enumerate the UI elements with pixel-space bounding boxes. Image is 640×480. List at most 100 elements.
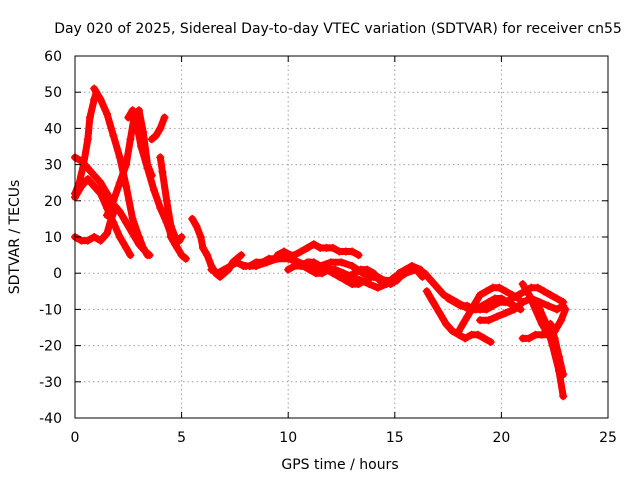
data-point [109,196,118,205]
data-point [309,240,318,249]
data-point [533,283,542,292]
data-point [156,124,165,133]
data-point [77,182,86,191]
data-point [152,131,161,140]
data-point [552,305,561,314]
data-point [220,265,229,274]
data-point [85,113,94,122]
data-point [83,175,92,184]
data-point [305,258,314,267]
data-point [365,280,374,289]
y-axis-title: SDTVAR / TECUs [7,180,23,295]
data-point [463,312,472,321]
data-point [322,265,331,274]
data-point [230,258,239,267]
y-tick-label: -30 [39,375,62,391]
series-line [71,175,134,259]
data-point [158,167,167,176]
data-point [439,290,448,299]
data-point [501,309,510,318]
x-tick-label: 25 [599,430,617,446]
data-point [314,261,323,270]
data-point [160,113,169,122]
data-point [427,276,436,285]
data-point [122,182,131,191]
data-point [476,316,485,325]
data-point [115,233,124,241]
data-point [401,265,410,274]
data-point [337,258,346,267]
data-point [192,222,201,231]
data-point [459,319,468,328]
data-point [546,290,555,299]
data-point [444,294,453,303]
data-point [102,229,111,238]
data-point [450,298,459,307]
data-point [109,218,118,227]
data-point [561,305,570,314]
y-tick-label: -10 [39,302,62,318]
data-point [143,164,152,173]
series-line [103,106,156,219]
data-point [83,236,92,245]
data-point [207,265,216,274]
data-point [273,251,282,260]
data-point [373,283,382,292]
data-point [128,106,137,115]
data-point [181,254,190,263]
data-point [137,142,146,151]
data-point [414,265,423,274]
data-point [552,294,561,303]
series-arc-25 [546,319,568,379]
data-point [557,316,566,325]
data-point [467,305,476,314]
data-point [429,298,438,307]
data-point [83,135,92,144]
data-point [198,243,207,252]
data-point [156,204,165,213]
series-arc-8 [147,113,169,144]
data-point [433,283,442,292]
data-point [554,352,563,361]
y-tick-label: 30 [44,158,62,174]
data-point [348,247,357,256]
data-point [348,261,357,270]
data-point [122,160,131,169]
data-point [328,243,337,252]
data-point [363,265,372,274]
data-point [83,164,92,173]
data-point [122,218,131,227]
y-tick-label: 50 [44,85,62,101]
series-arc-5 [71,175,135,260]
data-point [128,214,137,223]
data-point [373,272,382,281]
series-line [546,320,567,379]
data-point [559,392,568,401]
data-point [115,178,124,187]
x-tick-label: 10 [279,430,297,446]
data-point [96,178,105,187]
data-point [124,113,133,122]
data-point [188,214,197,223]
data-point [535,305,544,314]
x-tick-label: 15 [386,430,404,446]
x-tick-label: 20 [492,430,510,446]
data-point [339,269,348,278]
data-point [203,251,212,260]
data-point [508,290,517,299]
data-point [102,211,111,220]
x-axis: 0 5 10 15 20 25 [71,56,617,446]
data-layer [71,84,570,401]
data-point [441,319,450,328]
data-point [196,233,205,241]
data-point [177,233,186,241]
data-point [241,261,250,270]
data-point [435,309,444,318]
data-point [126,251,135,260]
data-point [544,301,553,310]
data-point [488,301,497,310]
data-point [296,261,305,270]
data-point [134,240,143,249]
data-point [102,109,111,118]
